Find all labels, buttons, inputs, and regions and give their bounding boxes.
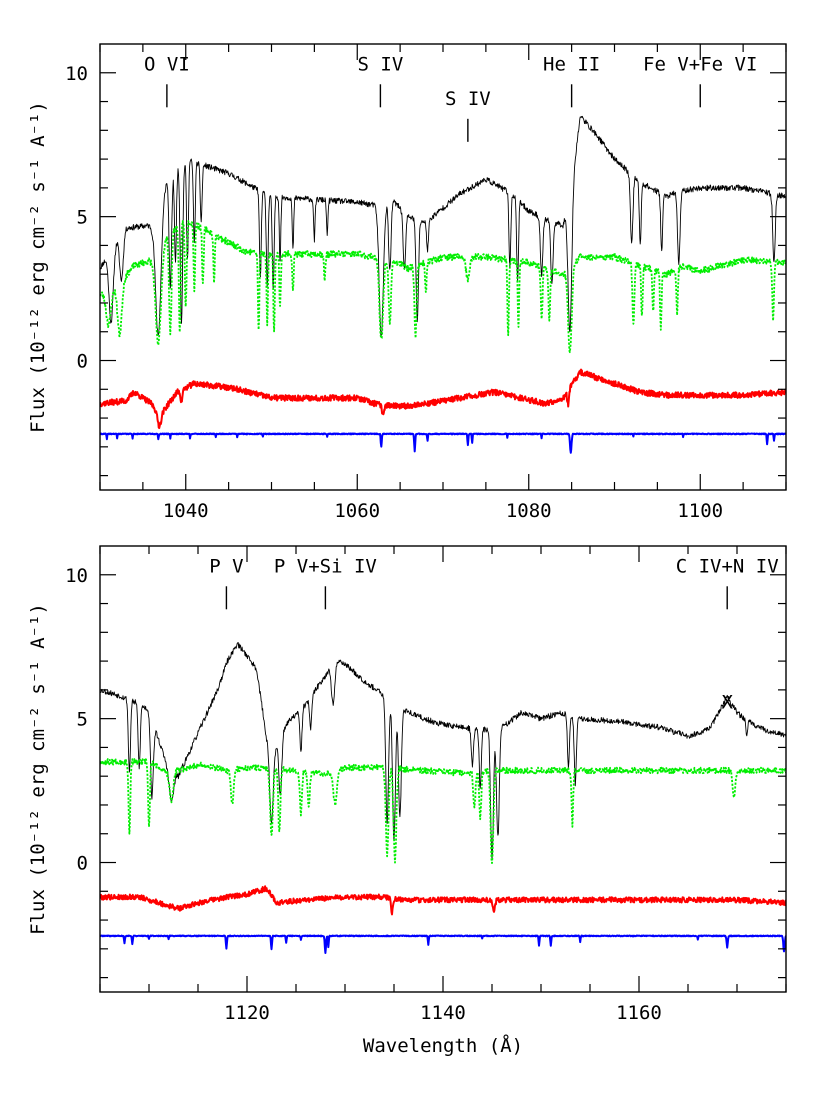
- ticks: [99, 44, 787, 490]
- annotation-label: P V: [209, 555, 243, 577]
- annotation-label: He II: [543, 53, 600, 75]
- x-tick-label: 1160: [616, 1002, 662, 1024]
- x-tick-label: 1100: [677, 500, 723, 522]
- top-panel: 1040 1060 1080 1100 0 5 10 Flux (10⁻¹² erg cm⁻²…: [27, 43, 787, 522]
- line-annotation: P V+Si IV: [274, 555, 377, 610]
- annotation-label: C IV+N IV: [676, 555, 779, 577]
- y-tick-label: 0: [77, 853, 88, 875]
- x-tick-label: 1080: [506, 500, 552, 522]
- line-annotation: S IV: [358, 53, 404, 108]
- series-observed-line: [100, 115, 786, 336]
- x-tick-label: 1140: [420, 1002, 466, 1024]
- series-residual-line: [100, 368, 786, 430]
- x-tick-label: 1120: [224, 1002, 270, 1024]
- ticks: [99, 546, 787, 992]
- y-tick-label: 5: [77, 709, 88, 731]
- annotation-label: S IV: [358, 53, 404, 75]
- annotation-label: P V+Si IV: [274, 555, 377, 577]
- x-tick-label: 1060: [334, 500, 380, 522]
- series-model-line: [100, 220, 786, 354]
- y-tick-label: 10: [65, 63, 88, 85]
- line-annotation: C IV+N IV: [676, 555, 779, 610]
- line-annotation: O VI: [144, 53, 190, 108]
- annotation-label: S IV: [445, 88, 491, 110]
- y-tick-label: 10: [65, 565, 88, 587]
- x-tick-label: 1040: [163, 500, 209, 522]
- series-residual-line: [100, 885, 786, 916]
- plot-frame: [99, 545, 787, 993]
- annotation-label: O VI: [144, 53, 190, 75]
- line-annotation: He II: [543, 53, 600, 108]
- line-annotation: X: [721, 691, 733, 713]
- line-annotation: P V: [209, 555, 244, 610]
- line-annotation: Fe V+Fe VI: [643, 53, 757, 108]
- annotation-label: X: [721, 691, 733, 713]
- series-group: [100, 115, 786, 454]
- line-annotation: S IV: [445, 88, 491, 142]
- y-axis-label: Flux (10⁻¹² erg cm⁻² s⁻¹ A⁻¹): [27, 101, 49, 433]
- series-absorption-line: [100, 432, 786, 454]
- series-observed-line: [100, 642, 786, 860]
- annotation-label: Fe V+Fe VI: [643, 53, 757, 75]
- y-axis-label: Flux (10⁻¹² erg cm⁻² s⁻¹ A⁻¹): [27, 603, 49, 935]
- x-axis-label: Wavelength (Å): [363, 1034, 523, 1057]
- series-model-line: [100, 758, 786, 864]
- series-group: [100, 642, 786, 954]
- bottom-panel: 1120 1140 1160 0 5 10 Flux (10⁻¹² erg cm⁻² s⁻¹…: [27, 545, 787, 1057]
- series-absorption-line: [100, 934, 786, 954]
- y-tick-label: 5: [77, 207, 88, 229]
- y-tick-label: 0: [77, 351, 88, 373]
